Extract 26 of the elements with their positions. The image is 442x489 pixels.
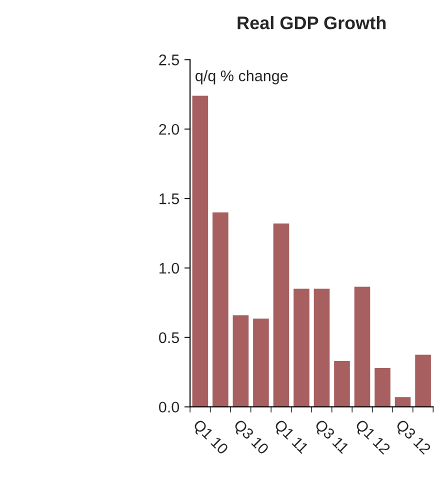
x-tick-label: Q3 12 xyxy=(393,418,432,457)
chart-title: Real GDP Growth xyxy=(238,16,386,30)
bar xyxy=(253,318,269,407)
bar xyxy=(212,212,228,407)
bar xyxy=(294,288,310,407)
y-tick-label: 0.0 xyxy=(159,402,180,413)
x-tick-label: Q3 11 xyxy=(312,418,350,456)
x-tick-label: Q3 10 xyxy=(231,418,270,457)
y-tick-label: 1.5 xyxy=(160,194,180,204)
bar xyxy=(232,315,249,407)
bar xyxy=(334,361,350,407)
y-tick-label: 2.5 xyxy=(159,54,180,66)
annotation: q/q % change xyxy=(196,70,288,84)
bar xyxy=(273,224,290,407)
x-tick-label: Q1 10 xyxy=(190,418,229,457)
x-tick-label: Q1 11 xyxy=(272,418,310,456)
bar xyxy=(192,96,208,407)
bar xyxy=(354,286,370,407)
bar xyxy=(314,288,330,407)
y-tick-label: 0.5 xyxy=(159,332,180,344)
y-tick-label: 1.0 xyxy=(160,262,180,274)
bar xyxy=(415,354,431,407)
x-tick-label: Q1 12 xyxy=(352,418,391,457)
bar xyxy=(374,368,390,407)
bar xyxy=(394,397,411,407)
y-tick-label: 2.0 xyxy=(159,124,180,135)
